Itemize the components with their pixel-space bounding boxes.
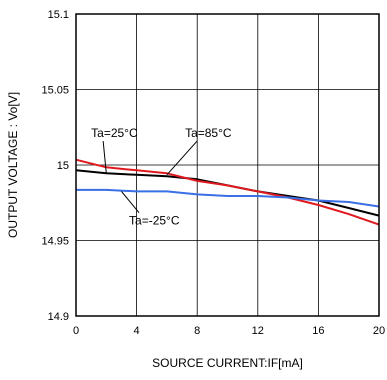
annotation-leader-0: [102, 141, 107, 174]
grid: [75, 13, 380, 317]
x-tick-label: 12: [252, 325, 264, 337]
plot-frame: [75, 13, 380, 317]
y-tick-label: 14.9: [48, 311, 69, 323]
y-tick-label: 14.95: [41, 236, 69, 248]
x-tick-label: 8: [194, 325, 200, 337]
annotation-leader-2: [121, 191, 140, 213]
x-axis-title: SOURCE CURRENT:IF[mA]: [152, 356, 303, 370]
series-line-2: [76, 188, 380, 208]
annotations: Ta=25°C Ta=85°C Ta=-25°C: [91, 126, 232, 228]
y-tick-label: 15.1: [48, 9, 69, 21]
annotation-label-0: Ta=25°C: [91, 126, 138, 140]
x-tick-label: 0: [73, 325, 79, 337]
annotation-label-1: Ta=85°C: [185, 126, 232, 140]
y-axis-title: OUTPUT VOLTAGE : Vo[V]: [6, 92, 20, 238]
annotation-leader-1: [166, 140, 198, 176]
x-tick-label: 4: [134, 325, 140, 337]
x-tick-label: 16: [312, 325, 324, 337]
y-tick-label: 15.05: [41, 85, 69, 97]
y-tick-label: 15: [57, 160, 69, 172]
x-tick-label: 20: [373, 325, 385, 337]
series-line-1: [75, 158, 380, 226]
series-lines: [75, 158, 380, 226]
annotation-label-2: Ta=-25°C: [129, 214, 180, 228]
tick-labels: 0 4 8 12 16 20 14.9 14.95 15 15.05 15.1: [41, 9, 385, 337]
